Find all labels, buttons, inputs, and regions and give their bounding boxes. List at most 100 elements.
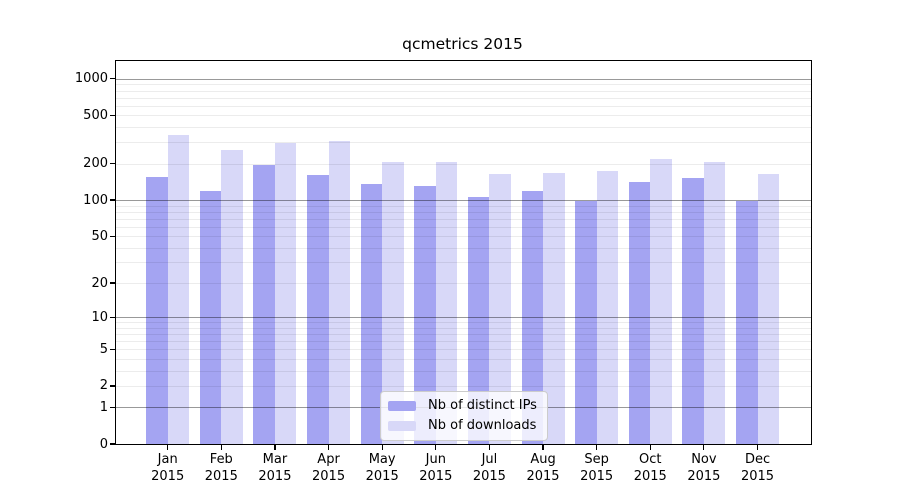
gridline-minor-4 [116,358,811,360]
y-tick-label-1: 1 [99,399,108,415]
bar-nb-of-distinct-ips-nov-2015 [682,178,704,444]
gridline-minor-900 [116,84,811,86]
gridline-minor-2 [116,385,811,387]
x-tick-mark-may-2015 [381,445,383,450]
y-tick-label-50: 50 [91,228,108,244]
y-tick-label-1000: 1000 [74,71,108,87]
x-tick-label-line: May [368,452,396,467]
y-tick-mark-100 [109,199,115,201]
x-tick-mark-jan-2015 [167,445,169,450]
gridline-minor-20 [116,283,811,285]
x-tick-label-line: 2015 [740,468,775,484]
x-tick-mark-apr-2015 [327,445,330,450]
y-tick-mark-10 [109,316,115,318]
gridline-minor-200 [116,163,811,165]
gridline-minor-7 [116,334,811,336]
chart-title: qcmetrics 2015 [402,35,523,53]
x-tick-label-aug-2015: Aug 2015 [526,452,559,485]
gridline-minor-300 [116,142,811,144]
x-tick-mark-jul-2015 [488,445,490,450]
x-tick-label-oct-2015: Oct 2015 [634,452,667,485]
gridline-minor-700 [116,97,811,99]
x-tick-label-jan-2015: Jan 2015 [151,452,184,485]
bar-nb-of-distinct-ips-may-2015 [360,184,383,444]
x-tick-label-line: 2015 [580,468,614,484]
x-tick-label-line: 2015 [472,468,506,484]
bar-nb-of-distinct-ips-oct-2015 [628,182,651,444]
bar-nb-of-downloads-nov-2015 [703,162,726,444]
bar-nb-of-downloads-oct-2015 [650,159,672,444]
bar-nb-of-distinct-ips-jul-2015 [467,197,490,444]
x-tick-label-jun-2015: Jun 2015 [419,452,452,485]
x-tick-mark-oct-2015 [649,445,651,450]
y-tick-label-20: 20 [91,275,108,291]
gridline-minor-50 [116,236,811,238]
y-tick-label-2: 2 [99,378,108,394]
x-tick-label-line: Nov [691,452,717,467]
x-tick-label-line: 2015 [633,468,667,484]
legend-item-label: Nb of downloads [428,418,537,433]
legend-swatch-nb-of-downloads [388,420,416,432]
gridline-major-1000 [116,78,811,80]
gridline-minor-5 [116,349,811,351]
x-tick-label-mar-2015: Mar 2015 [258,452,291,485]
x-tick-mark-aug-2015 [542,445,544,450]
y-tick-mark-5 [109,348,115,350]
x-tick-label-line: Jul [481,452,498,467]
gridline-major-10 [116,317,811,319]
gridline-minor-400 [116,127,811,129]
x-tick-label-line: 2015 [204,468,238,484]
x-tick-label-line: Jan [157,452,178,467]
x-tick-label-jul-2015: Jul 2015 [473,452,506,485]
y-tick-label-5: 5 [99,341,108,357]
gridline-minor-80 [116,211,811,213]
x-tick-label-line: Jun [425,452,446,467]
legend-item-nb-of-distinct-ips: Nb of distinct IPs [388,398,537,414]
x-tick-label-line: Mar [262,452,288,467]
gridline-minor-60 [116,226,811,228]
y-tick-mark-50 [109,235,115,237]
bar-nb-of-distinct-ips-apr-2015 [307,175,329,444]
x-tick-label-line: 2015 [312,468,346,484]
y-tick-mark-200 [109,163,115,165]
gridline-minor-8 [116,327,811,329]
x-tick-mark-feb-2015 [220,445,222,450]
bar-nb-of-downloads-jun-2015 [435,161,458,444]
y-tick-mark-500 [109,114,115,116]
x-tick-label-sep-2015: Sep 2015 [580,452,613,485]
bar-nb-of-downloads-aug-2015 [543,173,565,444]
gridline-minor-6 [116,341,811,343]
x-tick-label-line: Dec [744,452,771,467]
gridline-minor-3 [116,370,811,372]
bar-nb-of-downloads-mar-2015 [274,143,297,444]
bar-nb-of-downloads-feb-2015 [221,149,243,444]
y-tick-mark-20 [109,282,115,284]
y-tick-label-100: 100 [83,192,108,208]
x-tick-mark-jun-2015 [435,445,437,450]
x-tick-mark-dec-2015 [756,445,759,450]
y-tick-label-0: 0 [99,436,108,452]
bar-nb-of-distinct-ips-jun-2015 [414,185,436,444]
legend-item-nb-of-downloads: Nb of downloads [388,418,537,434]
y-tick-mark-2 [109,385,115,387]
gridline-minor-70 [116,218,811,220]
bar-nb-of-distinct-ips-aug-2015 [521,191,544,444]
gridline-minor-40 [116,247,811,249]
y-tick-mark-0 [109,443,115,445]
gridline-major-100 [116,200,811,202]
y-tick-label-200: 200 [83,156,108,172]
gridline-minor-600 [116,105,811,107]
x-tick-mark-nov-2015 [703,445,705,450]
x-tick-mark-sep-2015 [596,445,598,450]
x-tick-label-line: 2015 [526,468,560,484]
x-tick-label-line: 2015 [687,468,721,484]
x-tick-label-line: Feb [209,452,233,467]
x-tick-label-line: 2015 [419,468,453,484]
x-tick-label-line: Oct [639,452,662,467]
x-tick-label-line: Sep [584,452,609,467]
y-tick-label-500: 500 [83,107,108,123]
bar-nb-of-downloads-jan-2015 [167,135,190,444]
x-tick-label-may-2015: May 2015 [366,452,399,485]
bar-nb-of-distinct-ips-sep-2015 [575,201,597,444]
